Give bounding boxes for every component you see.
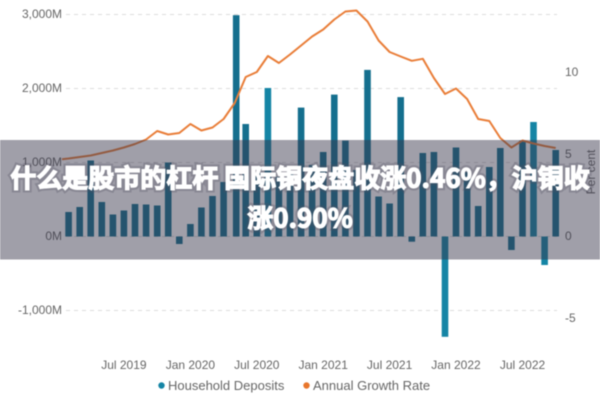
svg-text:-5: -5 (565, 311, 576, 325)
svg-text:Annual Growth Rate: Annual Growth Rate (313, 378, 430, 393)
svg-text:0M: 0M (45, 229, 62, 243)
svg-text:Jul 2021: Jul 2021 (367, 358, 413, 372)
svg-text:Household Deposits: Household Deposits (168, 378, 285, 393)
svg-text:5: 5 (565, 147, 572, 161)
svg-text:Jul 2019: Jul 2019 (101, 358, 147, 372)
svg-text:10: 10 (565, 65, 579, 79)
svg-text:Jan 2022: Jan 2022 (431, 358, 481, 372)
svg-text:Per cent: Per cent (584, 149, 598, 194)
svg-text:3,000M: 3,000M (22, 7, 62, 21)
svg-text:Jul 2022: Jul 2022 (500, 358, 546, 372)
svg-text:Jan 2020: Jan 2020 (166, 358, 216, 372)
svg-text:-1,000M: -1,000M (18, 303, 62, 317)
svg-text:Jan 2021: Jan 2021 (299, 358, 349, 372)
svg-text:0: 0 (565, 229, 572, 243)
svg-text:2,000M: 2,000M (22, 81, 62, 95)
svg-text:1,000M: 1,000M (22, 155, 62, 169)
svg-text:Jul 2020: Jul 2020 (234, 358, 280, 372)
